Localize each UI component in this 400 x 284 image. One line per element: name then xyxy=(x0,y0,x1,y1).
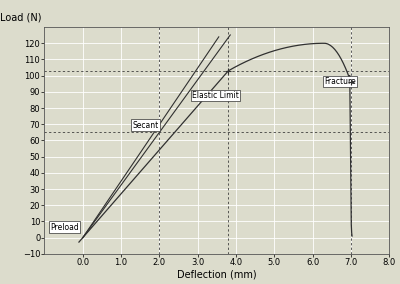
Text: Preload: Preload xyxy=(50,223,79,231)
Text: Fracture: Fracture xyxy=(324,77,356,86)
Text: Load (N): Load (N) xyxy=(0,12,41,22)
Text: Elastic Limit: Elastic Limit xyxy=(192,91,239,100)
X-axis label: Deflection (mm): Deflection (mm) xyxy=(177,270,257,280)
Text: Secant: Secant xyxy=(132,120,159,130)
